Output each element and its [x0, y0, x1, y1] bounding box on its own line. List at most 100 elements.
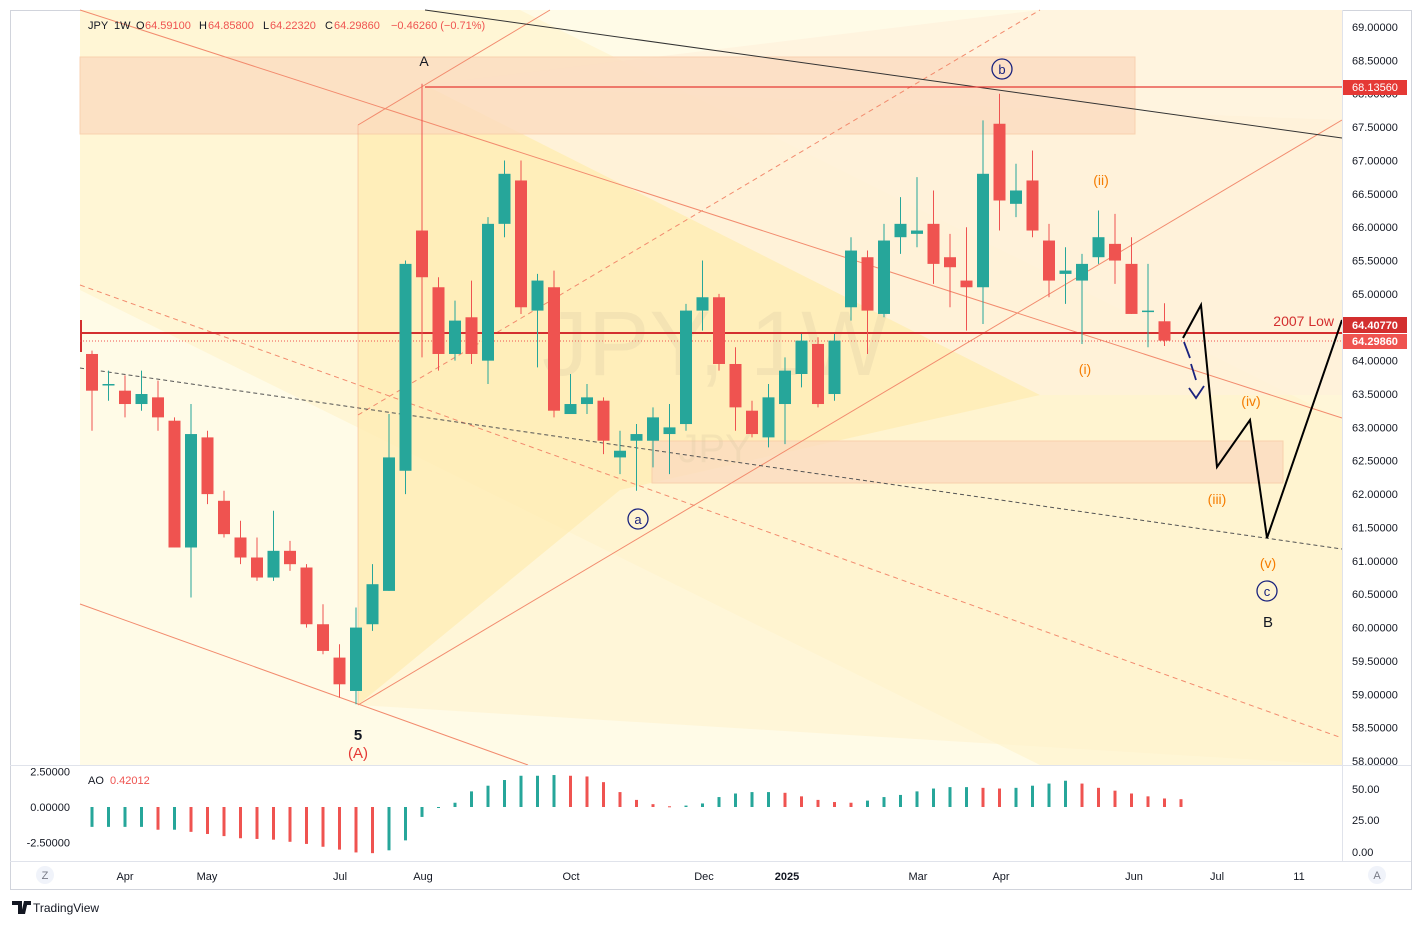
time-axis[interactable]: Apr May Jul Aug Oct Dec 2025 Mar Apr Jun Jul 11 [116, 871, 1304, 883]
wave-label-5: 5 [354, 727, 362, 744]
candle [564, 373, 577, 415]
candle [317, 604, 329, 655]
legend-open-label: O [136, 20, 145, 32]
candle [102, 370, 115, 401]
candle-body [911, 230, 923, 234]
candle [828, 333, 841, 401]
wave-label-i: (i) [1079, 361, 1091, 377]
legend-close: 64.29860 [334, 20, 380, 32]
candle-body [531, 280, 544, 311]
price-tags: 68.13560 64.40770 64.29860 [1343, 80, 1407, 349]
candle-body [267, 550, 280, 578]
tag-level-2007-text: 64.40770 [1352, 320, 1398, 332]
candle-body [878, 240, 890, 314]
tag-last-price [1343, 334, 1407, 349]
candle-body [1043, 240, 1055, 281]
candle [333, 644, 346, 698]
time-tick-label: Oct [562, 871, 579, 883]
time-tick-label: Mar [909, 871, 928, 883]
candle-body [482, 223, 494, 361]
candle [696, 260, 709, 331]
candle-body [614, 450, 626, 458]
ao-bar [1014, 787, 1018, 807]
candle-body [1109, 243, 1121, 261]
candle-body [663, 427, 676, 435]
legend-symbol: JPY [88, 20, 109, 32]
zoom-button-left[interactable]: Z [36, 866, 54, 884]
candle [399, 260, 412, 495]
wave-label-ii: (ii) [1093, 172, 1109, 188]
price-tick-label: 66.50000 [1352, 189, 1398, 201]
candle [185, 404, 197, 598]
price-tick-label: 58.00000 [1352, 756, 1398, 768]
auto-scale-button[interactable]: A [1368, 866, 1386, 884]
candle-body [993, 123, 1006, 201]
ao-bar [1146, 796, 1150, 807]
candle [779, 357, 791, 445]
legend-change: −0.46260 (−0.71%) [391, 20, 485, 32]
price-tick-label: 64.00000 [1352, 356, 1398, 368]
candle [432, 277, 445, 371]
candle [465, 280, 478, 364]
candle-body [317, 624, 329, 651]
ao-bar [272, 807, 275, 840]
wave-label-B: B [1263, 614, 1273, 631]
ao-bar [387, 807, 391, 851]
candle-body [977, 173, 989, 288]
candle-body [1026, 180, 1039, 231]
candle [614, 430, 626, 475]
price-tick-label: 58.50000 [1352, 723, 1398, 735]
candle-body [944, 257, 956, 268]
ao-bar [948, 787, 952, 807]
resistance-zone [79, 56, 1136, 135]
candle [1125, 237, 1138, 314]
legend-low-label: L [263, 20, 269, 32]
ao-bar [1031, 785, 1034, 807]
candle [251, 537, 263, 581]
candle [746, 400, 758, 438]
candle [812, 337, 824, 408]
zoom-icon: Z [42, 870, 49, 882]
candle [845, 237, 857, 321]
ao-bar [833, 802, 836, 807]
tag-level-2007 [1343, 317, 1407, 333]
ao-bar [569, 775, 572, 807]
candle [894, 197, 907, 254]
auto-scale-icon: A [1373, 870, 1381, 882]
candle-body [779, 370, 791, 405]
tradingview-logo[interactable]: TradingView [12, 901, 99, 915]
candle-body [168, 420, 181, 548]
candle [218, 490, 230, 538]
tag-level-a [1343, 80, 1407, 95]
ao-bar [1163, 798, 1166, 807]
candle-body [432, 287, 445, 354]
candle [713, 293, 725, 371]
ao-bar [866, 800, 869, 807]
candle [366, 564, 379, 631]
candle-body [795, 340, 808, 374]
candle [597, 397, 610, 455]
candle [383, 414, 395, 591]
level-2007-low-label: 2007 Low [1273, 313, 1335, 329]
candle-body [383, 457, 395, 591]
candle-body [218, 500, 230, 535]
candle-body [1010, 190, 1022, 204]
ao-bar [602, 782, 605, 807]
wave-label-c: c [1264, 584, 1271, 599]
candle-body [630, 434, 643, 441]
candle [1109, 213, 1121, 284]
price-tick-label: 60.50000 [1352, 589, 1398, 601]
candle [1043, 223, 1055, 298]
candle [944, 233, 956, 308]
candle-body [251, 557, 263, 578]
ao-bar [651, 804, 655, 807]
candle [1076, 253, 1088, 344]
ao-bar [849, 802, 853, 807]
ao-tick-label: 0.00000 [30, 802, 70, 814]
candle-body [350, 627, 362, 691]
ao-bar [206, 807, 209, 834]
candle-body [1158, 321, 1171, 341]
ao-bar [189, 807, 193, 832]
price-axis[interactable]: 69.0000068.5000068.0000067.5000067.00000… [1352, 22, 1398, 768]
